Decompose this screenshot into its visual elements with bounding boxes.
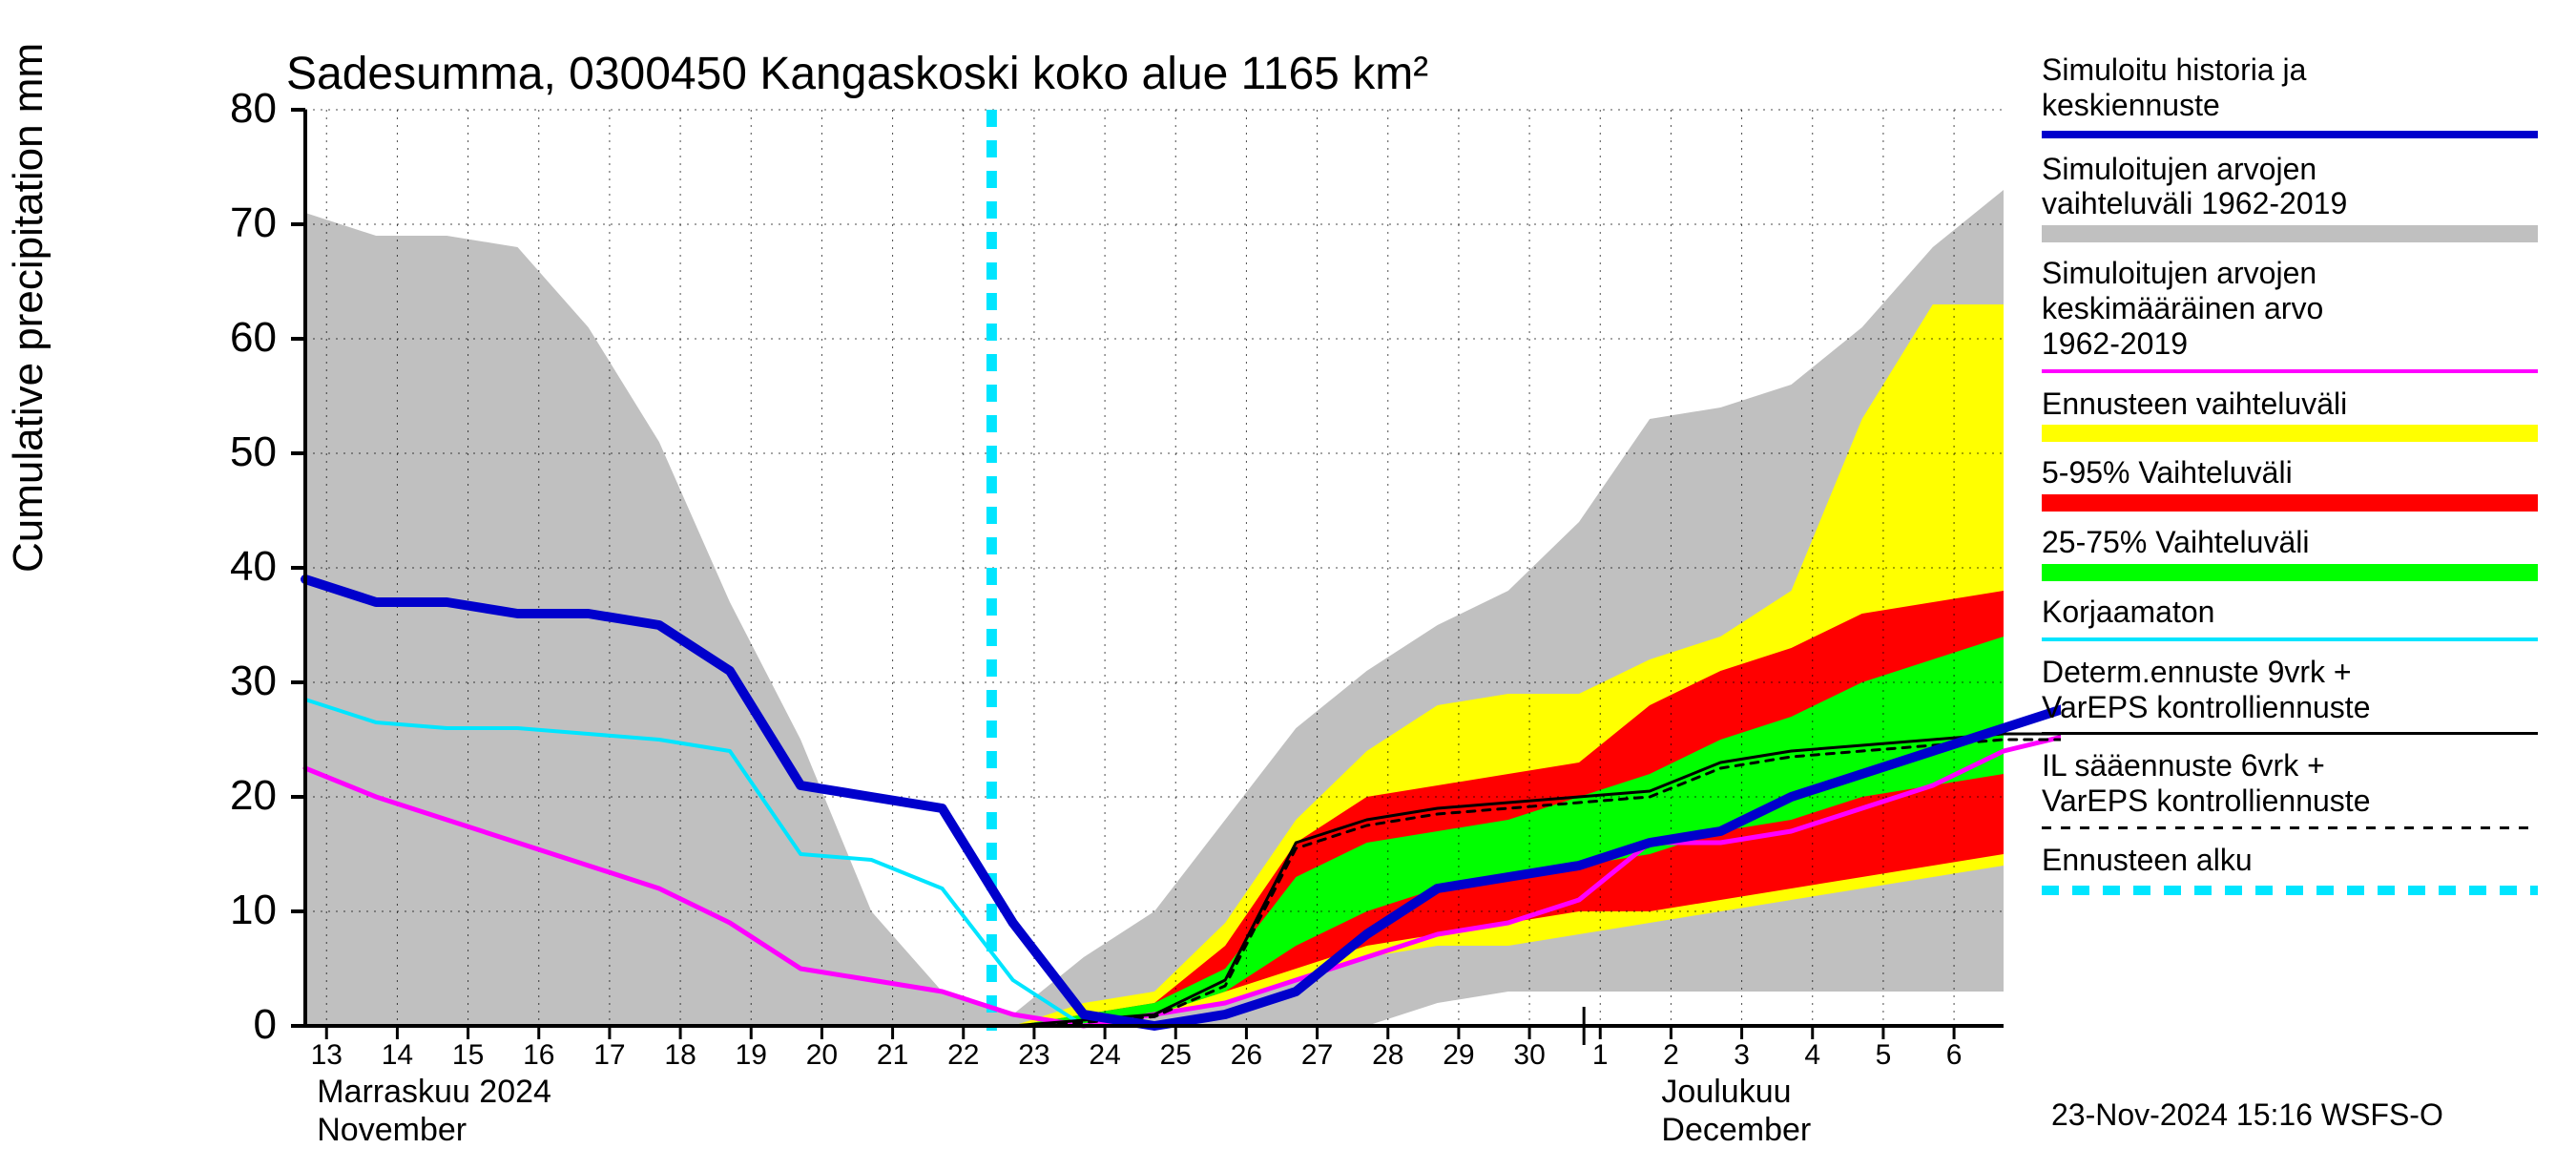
y-tick: 10 [200, 887, 277, 934]
legend-text: vaihteluväli 1962-2019 [2042, 186, 2538, 221]
legend-text: Ennusteen alku [2042, 843, 2538, 878]
month1-fi: Marraskuu 2024 [317, 1074, 551, 1111]
x-tick: 16 [520, 1039, 558, 1072]
x-tick: 2 [1652, 1039, 1690, 1072]
legend-line [2042, 637, 2538, 641]
x-tick: 26 [1227, 1039, 1265, 1072]
plot-area [0, 0, 2061, 1083]
legend-item: 5-95% Vaihteluväli [2042, 455, 2538, 512]
legend-text: Korjaamaton [2042, 595, 2538, 630]
x-tick: 22 [945, 1039, 983, 1072]
x-tick: 14 [378, 1039, 416, 1072]
legend-item: Ennusteen alku [2042, 843, 2538, 895]
legend-dashed-line [2042, 826, 2538, 829]
legend-text: 5-95% Vaihteluväli [2042, 455, 2538, 491]
legend-item: Simuloitujen arvojenvaihteluväli 1962-20… [2042, 152, 2538, 243]
legend-text: Simuloitujen arvojen [2042, 256, 2538, 291]
x-tick: 28 [1369, 1039, 1407, 1072]
legend-text: Determ.ennuste 9vrk + [2042, 655, 2538, 690]
legend-item: Ennusteen vaihteluväli [2042, 386, 2538, 443]
x-tick: 17 [591, 1039, 629, 1072]
y-tick: 60 [200, 314, 277, 362]
legend-text: Ennusteen vaihteluväli [2042, 386, 2538, 422]
legend-swatch [2042, 425, 2538, 442]
x-tick: 15 [449, 1039, 488, 1072]
legend: Simuloitu historia jakeskiennusteSimuloi… [2042, 52, 2538, 909]
legend-text: VarEPS kontrolliennuste [2042, 690, 2538, 725]
legend-dashed-thick [2042, 886, 2538, 895]
x-tick: 4 [1794, 1039, 1832, 1072]
month2-en: December [1661, 1112, 1811, 1149]
x-tick: 1 [1581, 1039, 1619, 1072]
month2-fi: Joulukuu [1661, 1074, 1791, 1111]
x-tick: 27 [1298, 1039, 1337, 1072]
legend-swatch [2042, 225, 2538, 242]
y-tick: 50 [200, 428, 277, 476]
x-tick: 30 [1510, 1039, 1548, 1072]
legend-item: Determ.ennuste 9vrk +VarEPS kontrollienn… [2042, 655, 2538, 736]
legend-swatch [2042, 564, 2538, 581]
y-tick: 30 [200, 658, 277, 705]
legend-swatch [2042, 494, 2538, 512]
x-tick: 25 [1156, 1039, 1195, 1072]
footer-timestamp: 23-Nov-2024 15:16 WSFS-O [2051, 1097, 2443, 1133]
legend-text: Simuloitu historia ja [2042, 52, 2538, 88]
legend-line [2042, 131, 2538, 138]
x-tick: 3 [1723, 1039, 1761, 1072]
legend-text: VarEPS kontrolliennuste [2042, 783, 2538, 819]
x-tick: 13 [307, 1039, 345, 1072]
legend-line [2042, 369, 2538, 373]
x-tick: 29 [1440, 1039, 1478, 1072]
legend-line [2042, 732, 2538, 735]
x-tick: 20 [802, 1039, 841, 1072]
x-tick: 5 [1864, 1039, 1902, 1072]
legend-item: Korjaamaton [2042, 595, 2538, 641]
legend-item: Simuloitu historia jakeskiennuste [2042, 52, 2538, 138]
x-tick: 21 [874, 1039, 912, 1072]
x-tick: 24 [1086, 1039, 1124, 1072]
y-tick: 80 [200, 85, 277, 133]
legend-text: 25-75% Vaihteluväli [2042, 525, 2538, 560]
legend-item: Simuloitujen arvojenkeskimääräinen arvo … [2042, 256, 2538, 372]
x-tick: 6 [1935, 1039, 1973, 1072]
x-tick: 19 [732, 1039, 770, 1072]
legend-text: keskiennuste [2042, 88, 2538, 123]
legend-item: 25-75% Vaihteluväli [2042, 525, 2538, 581]
legend-text: 1962-2019 [2042, 326, 2538, 362]
legend-text: keskimääräinen arvo [2042, 291, 2538, 326]
chart-container: Sadesumma, 0300450 Kangaskoski koko alue… [0, 0, 2576, 1145]
y-tick: 0 [200, 1001, 277, 1049]
x-tick: 23 [1015, 1039, 1053, 1072]
month1-en: November [317, 1112, 467, 1149]
legend-item: IL sääennuste 6vrk + VarEPS kontrollienn… [2042, 748, 2538, 829]
y-tick: 20 [200, 772, 277, 820]
x-tick: 18 [661, 1039, 699, 1072]
y-tick: 40 [200, 543, 277, 591]
y-tick: 70 [200, 199, 277, 247]
legend-text: Simuloitujen arvojen [2042, 152, 2538, 187]
legend-text: IL sääennuste 6vrk + [2042, 748, 2538, 783]
